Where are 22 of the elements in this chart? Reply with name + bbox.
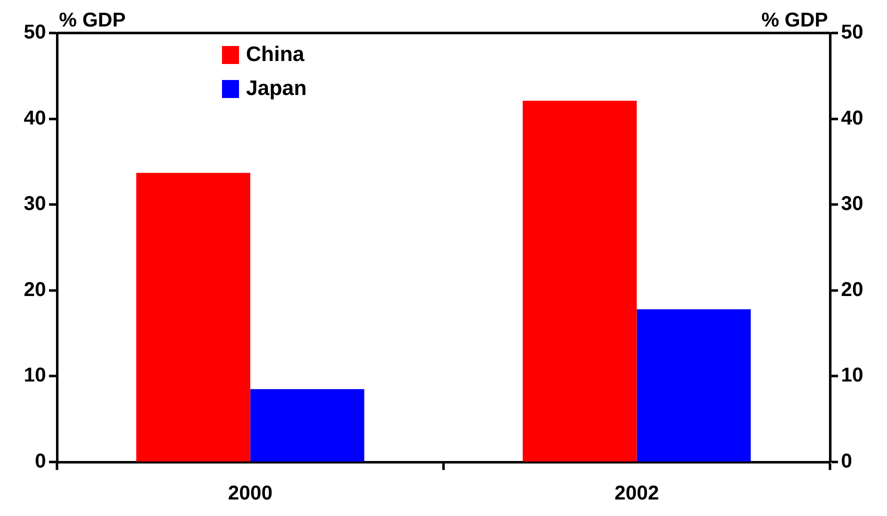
legend-label: Japan	[246, 76, 307, 100]
y2-tick-label: 50	[841, 22, 864, 44]
legend-label: China	[246, 42, 305, 66]
y-tick-label: 10	[24, 364, 46, 387]
y-tick-label: 30	[24, 193, 46, 216]
bar	[250, 389, 364, 462]
bar	[522, 100, 637, 462]
y2-tick-label: 0	[841, 450, 852, 473]
bar	[136, 172, 250, 462]
y-tick-label: 0	[34, 450, 46, 473]
y2-tick-label: 10	[841, 364, 864, 387]
y2-tick-label: 20	[841, 278, 864, 301]
y-tick-label: 20	[24, 278, 46, 301]
y2-tick-label: 30	[841, 193, 864, 216]
y-tick-label: 50	[24, 22, 46, 44]
y2-tick-label: 40	[841, 107, 864, 130]
y2-axis-title: % GDP	[761, 10, 828, 32]
x-tick-label: 2000	[228, 482, 272, 505]
y-axis-title: % GDP	[59, 10, 126, 32]
x-tick-label: 2002	[614, 482, 659, 505]
bar	[636, 309, 751, 462]
y-tick-label: 40	[24, 107, 46, 130]
